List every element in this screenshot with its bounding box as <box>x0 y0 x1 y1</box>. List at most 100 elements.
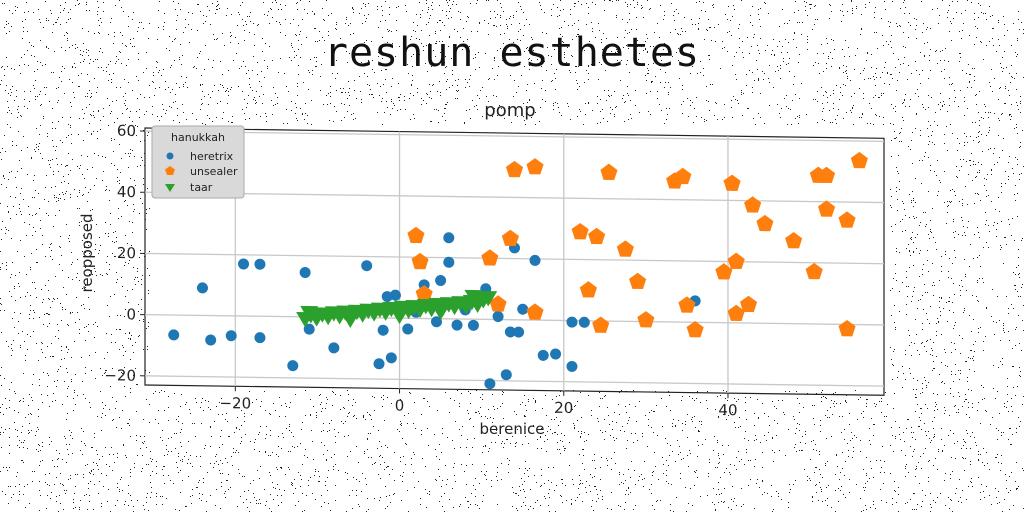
point-taar <box>431 304 450 321</box>
point-taar <box>479 290 498 307</box>
point-heretrix <box>566 360 578 372</box>
point-heretrix <box>529 254 541 266</box>
x-axis-label: berenice <box>480 420 545 438</box>
point-unsealer <box>501 229 519 246</box>
y-tick-label: 20 <box>117 244 136 262</box>
point-unsealer <box>723 174 741 191</box>
axis-ticks: −20 0 20 40 −20 0 20 40 60 <box>104 122 737 420</box>
point-heretrix <box>287 360 299 372</box>
point-taar <box>341 312 360 329</box>
legend-label-taar: taar <box>190 181 213 194</box>
point-heretrix <box>578 316 590 328</box>
point-heretrix <box>361 260 373 272</box>
point-heretrix <box>303 323 315 335</box>
point-unsealer <box>818 166 836 184</box>
point-heretrix <box>377 324 389 336</box>
point-heretrix <box>517 303 529 315</box>
point-taar <box>390 308 409 325</box>
point-heretrix <box>513 326 525 338</box>
point-heretrix <box>443 256 455 268</box>
point-unsealer <box>785 232 803 249</box>
point-heretrix <box>196 282 208 294</box>
point-unsealer <box>838 211 856 228</box>
point-heretrix <box>504 326 516 338</box>
plot-area <box>144 127 885 396</box>
point-heretrix <box>381 291 393 303</box>
legend-title: hanukkah <box>171 131 225 144</box>
point-heretrix <box>484 378 496 390</box>
point-unsealer <box>616 240 634 257</box>
y-gridline <box>145 375 884 387</box>
y-tick-label: 40 <box>117 183 136 201</box>
point-unsealer <box>415 285 433 302</box>
point-heretrix <box>537 349 549 361</box>
point-taar <box>464 289 483 306</box>
point-unsealer <box>526 303 544 320</box>
y-tick-label: 0 <box>126 305 136 323</box>
legend-marker-heretrix <box>166 152 174 160</box>
point-unsealer <box>592 316 610 333</box>
point-unsealer <box>411 252 429 270</box>
point-unsealer <box>744 196 762 213</box>
point-heretrix <box>451 319 463 331</box>
gridlines <box>145 129 884 394</box>
point-unsealer <box>805 262 823 280</box>
point-unsealer <box>637 311 655 328</box>
point-unsealer <box>686 320 704 338</box>
point-heretrix <box>435 275 447 287</box>
point-unsealer <box>740 295 758 313</box>
point-unsealer <box>838 319 856 337</box>
point-heretrix <box>299 267 311 279</box>
point-unsealer <box>489 295 507 312</box>
point-unsealer <box>526 158 544 175</box>
legend-marker-unsealer <box>165 166 175 175</box>
point-unsealer <box>481 249 499 266</box>
point-unsealer <box>756 214 774 232</box>
point-heretrix <box>566 316 578 328</box>
point-heretrix <box>492 310 504 322</box>
y-tick-label: 60 <box>117 122 136 140</box>
y-gridline <box>145 313 884 326</box>
y-tick-label: −20 <box>104 366 136 384</box>
x-tick-label: 40 <box>718 401 737 419</box>
series-unsealer <box>407 151 868 338</box>
point-unsealer <box>407 226 425 244</box>
point-unsealer <box>571 222 589 240</box>
legend-marker-taar <box>165 184 175 192</box>
legend-box <box>151 125 245 199</box>
point-heretrix <box>254 332 266 344</box>
point-unsealer <box>850 151 868 169</box>
point-unsealer <box>588 227 606 245</box>
legend-label-heretrix: heretrix <box>190 150 234 163</box>
figure-suptitle: reshun esthetes <box>323 30 701 76</box>
point-unsealer <box>715 263 733 280</box>
point-unsealer <box>678 296 696 313</box>
point-heretrix <box>443 232 455 244</box>
y-gridline <box>145 252 884 265</box>
point-unsealer <box>579 281 597 298</box>
point-heretrix <box>373 358 385 370</box>
point-heretrix <box>168 329 180 341</box>
chart-title: pomp <box>484 100 535 121</box>
y-axis-label: reopposed <box>78 213 96 292</box>
point-heretrix <box>402 323 414 335</box>
series-taar <box>296 289 498 329</box>
point-unsealer <box>674 167 692 185</box>
y-gridline <box>145 130 884 142</box>
point-heretrix <box>328 342 340 354</box>
point-heretrix <box>467 319 479 331</box>
point-heretrix <box>385 352 397 364</box>
point-unsealer <box>505 160 524 178</box>
point-unsealer <box>600 163 618 181</box>
point-heretrix <box>205 334 217 346</box>
point-unsealer <box>727 304 745 322</box>
point-heretrix <box>389 289 401 301</box>
point-unsealer <box>727 252 745 270</box>
x-tick-label: 20 <box>554 399 573 417</box>
x-tick-label: −20 <box>219 394 251 412</box>
legend-label-unsealer: unsealer <box>190 165 238 178</box>
x-tick-label: 0 <box>395 396 405 414</box>
y-gridline <box>145 191 884 204</box>
legend: hanukkah heretrix unsealer taar <box>151 125 245 199</box>
